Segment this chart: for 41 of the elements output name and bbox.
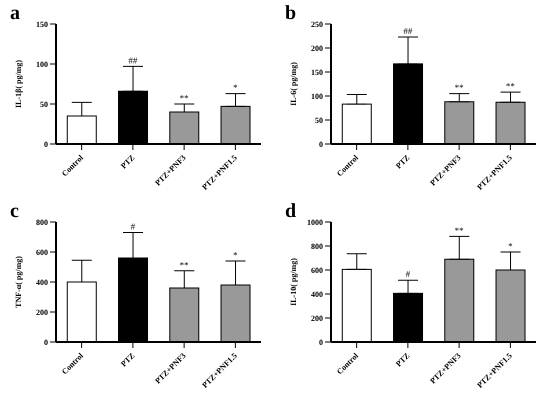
annotation: * [233,250,238,260]
y-tick-label: 0 [319,338,323,347]
annotation: * [508,241,514,251]
y-tick-label: 400 [311,290,323,299]
y-tick-label: 0 [319,140,323,149]
y-tick-label: 0 [44,338,48,347]
chart-title: b [285,2,296,25]
y-tick-label: 1000 [307,218,323,227]
y-tick-label: 600 [311,266,323,275]
y-tick-label: 150 [36,20,48,29]
y-tick-label: 100 [36,60,48,69]
annotation: ## [128,55,138,66]
y-tick-label: 400 [36,278,48,287]
annotation: # [406,269,411,280]
chart-title: a [10,2,20,25]
annotation: ** [180,260,190,270]
y-tick-label: 50 [40,100,48,109]
chart-title: c [10,200,19,223]
y-tick-label: 200 [36,308,48,317]
annotation: ** [454,225,464,236]
annotation: ** [454,82,464,93]
y-tick-label: 100 [311,92,323,101]
annotation: # [130,222,136,232]
y-axis-title: IL-1β( pg/mg) [14,60,23,108]
y-tick-label: 150 [311,68,323,77]
chart-title: d [285,200,296,223]
annotation: * [233,82,238,93]
y-tick-label: 50 [315,116,323,125]
y-tick-label: 250 [311,20,323,29]
y-tick-label: 0 [44,140,48,149]
y-axis-title: TNF-α( pg/mg) [14,256,23,308]
y-tick-label: 200 [311,44,323,53]
y-tick-label: 200 [311,314,323,323]
y-tick-label: 600 [36,248,48,257]
annotation: ** [506,81,516,92]
y-tick-label: 800 [36,218,48,227]
y-axis-title: IL-6( pg/mg) [288,62,298,106]
y-axis-title: IL-10( pg/mg) [288,258,298,306]
annotation: ## [403,26,413,36]
y-tick-label: 800 [311,242,323,251]
annotation: ** [180,93,190,103]
